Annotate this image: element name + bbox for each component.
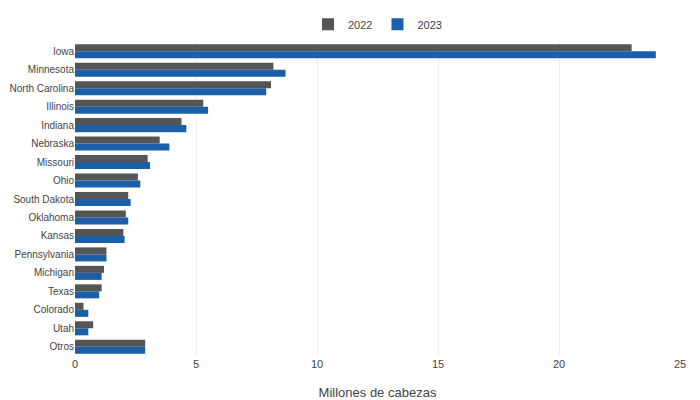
svg-text:2023: 2023 (417, 19, 441, 31)
svg-text:South Dakota: South Dakota (13, 194, 74, 205)
svg-text:Iowa: Iowa (53, 46, 75, 57)
svg-text:5: 5 (193, 358, 199, 370)
svg-text:25: 25 (674, 358, 686, 370)
svg-text:North Carolina: North Carolina (10, 83, 75, 94)
svg-text:20: 20 (553, 358, 565, 370)
svg-text:Utah: Utah (53, 323, 74, 334)
svg-text:Colorado: Colorado (33, 304, 74, 315)
svg-text:0: 0 (72, 358, 78, 370)
svg-text:Texas: Texas (48, 286, 74, 297)
svg-text:Missouri: Missouri (37, 157, 74, 168)
svg-text:Kansas: Kansas (41, 230, 74, 241)
svg-text:Otros: Otros (50, 341, 74, 352)
svg-text:Minnesota: Minnesota (28, 64, 75, 75)
svg-text:Pennsylvania: Pennsylvania (15, 249, 75, 260)
svg-text:Illinois: Illinois (46, 101, 74, 112)
svg-text:Millones de cabezas: Millones de cabezas (319, 385, 437, 400)
svg-text:Indiana: Indiana (41, 120, 74, 131)
svg-text:Michigan: Michigan (34, 267, 74, 278)
svg-text:Nebraska: Nebraska (31, 138, 74, 149)
svg-text:Ohio: Ohio (53, 175, 75, 186)
svg-text:Oklahoma: Oklahoma (28, 212, 74, 223)
svg-text:10: 10 (311, 358, 323, 370)
svg-text:2022: 2022 (348, 19, 372, 31)
svg-text:15: 15 (432, 358, 444, 370)
